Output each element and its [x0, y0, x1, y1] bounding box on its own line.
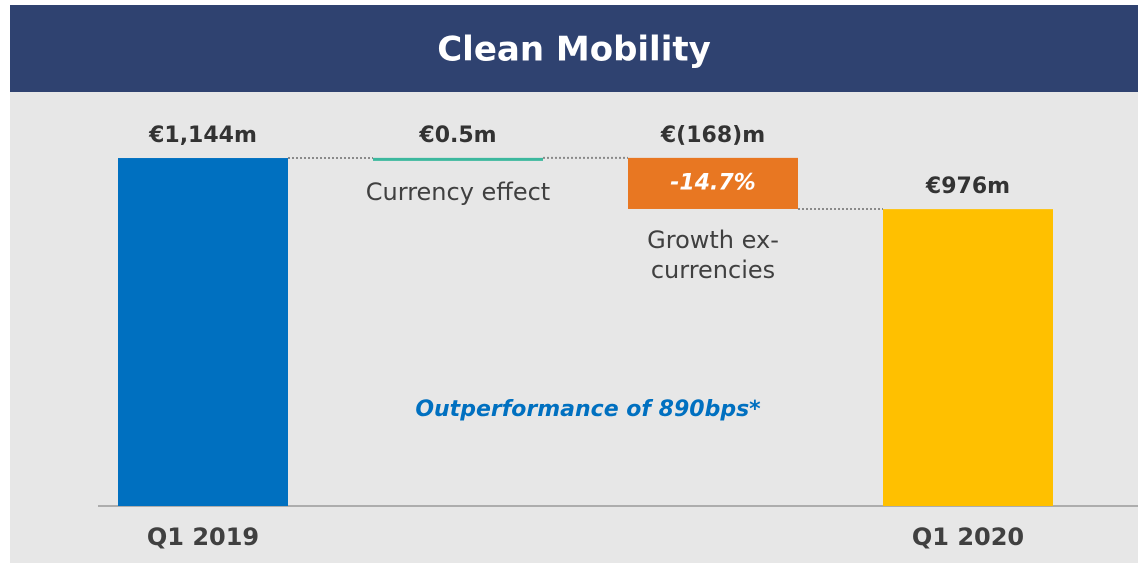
category-label: Q1 2019	[146, 523, 260, 551]
value-label: €1,144m	[148, 123, 257, 148]
chart-title: Clean Mobility	[437, 30, 711, 70]
value-label: €0.5m	[418, 123, 496, 148]
bar	[373, 157, 543, 161]
header	[10, 5, 1138, 92]
category-label: Currency effect	[365, 177, 551, 206]
value-label: €(168)m	[660, 123, 765, 148]
annotation: Outperformance of 890bps*	[415, 397, 761, 422]
category-label: Q1 2020	[911, 523, 1025, 551]
category-label: Growth ex-currencies	[647, 225, 779, 284]
bar-annotation: -14.7%	[670, 170, 755, 195]
bar	[628, 157, 798, 209]
bar	[118, 158, 288, 507]
value-label: €976m	[925, 174, 1010, 199]
bar	[883, 209, 1053, 506]
